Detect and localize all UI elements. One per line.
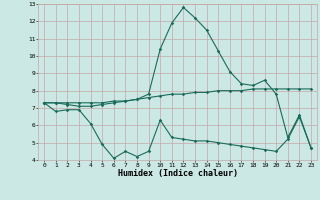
- X-axis label: Humidex (Indice chaleur): Humidex (Indice chaleur): [118, 169, 238, 178]
